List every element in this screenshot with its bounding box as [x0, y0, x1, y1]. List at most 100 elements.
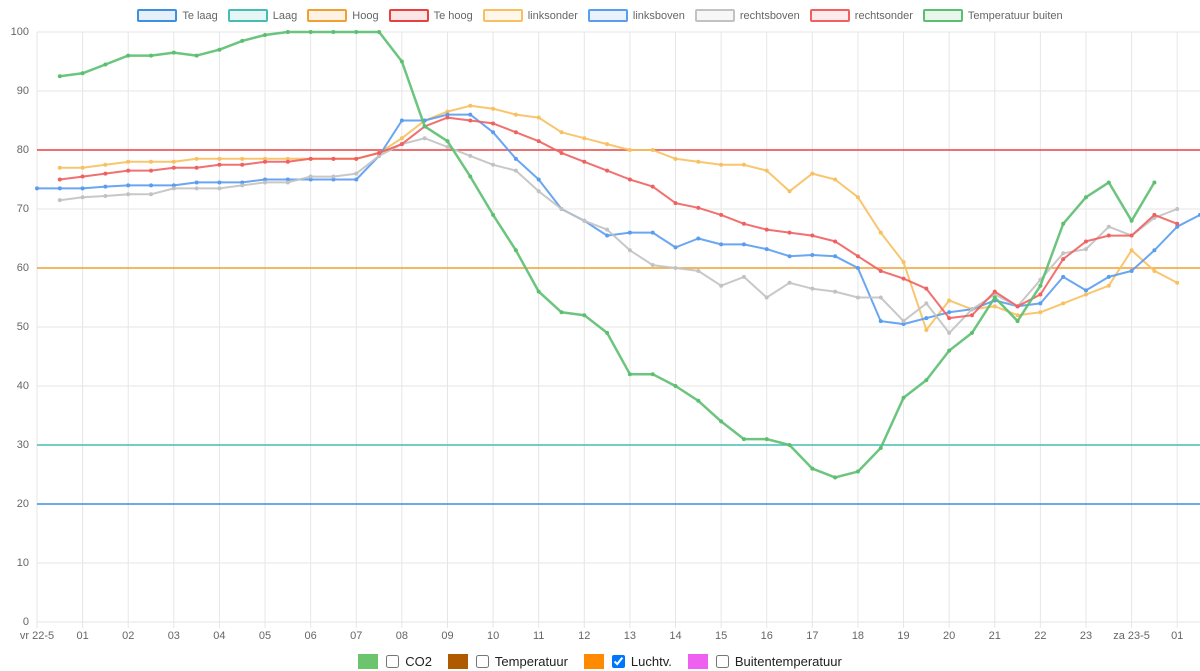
x-tick-label: 12 — [578, 630, 590, 642]
data-point — [764, 437, 769, 442]
data-point — [1106, 274, 1111, 279]
data-point — [126, 183, 131, 188]
data-point — [126, 159, 131, 164]
data-point — [924, 286, 929, 291]
dataset-toggle[interactable]: CO2 — [358, 654, 432, 669]
legend-label: Hoog — [352, 9, 379, 22]
data-point — [1106, 180, 1111, 185]
data-point — [559, 130, 564, 135]
data-point — [491, 130, 496, 135]
dataset-label: Temperatuur — [494, 654, 568, 669]
data-point — [924, 316, 929, 321]
data-point — [696, 236, 701, 241]
x-tick-label: 19 — [897, 630, 909, 642]
data-point — [217, 156, 222, 161]
data-point — [103, 184, 108, 189]
x-tick-label: 04 — [213, 630, 225, 642]
data-point — [1015, 313, 1020, 318]
data-point — [103, 62, 108, 67]
data-point — [57, 165, 62, 170]
data-point — [331, 177, 336, 182]
data-point — [924, 378, 929, 383]
y-tick-label: 100 — [11, 26, 29, 38]
data-point — [605, 142, 610, 147]
data-point — [878, 445, 883, 450]
legend-item: rechtsonder — [809, 9, 913, 22]
data-point — [924, 301, 929, 306]
data-point — [103, 171, 108, 176]
data-point — [833, 475, 838, 480]
data-point — [787, 280, 792, 285]
data-point — [719, 162, 724, 167]
legend-item: linksonder — [482, 9, 578, 22]
data-point — [878, 295, 883, 300]
legend-swatch — [388, 9, 429, 22]
data-point — [126, 168, 131, 173]
data-point — [947, 298, 952, 303]
legend-swatch — [809, 9, 850, 22]
data-point — [696, 268, 701, 273]
data-point — [285, 180, 290, 185]
data-point — [1106, 283, 1111, 288]
data-point — [810, 253, 815, 258]
data-point — [1061, 221, 1066, 226]
data-point — [1083, 239, 1088, 244]
legend-swatch — [482, 9, 523, 22]
legend-label: Laag — [272, 9, 298, 22]
legend-item: Te laag — [137, 9, 218, 22]
data-point — [1106, 233, 1111, 238]
data-point — [399, 142, 404, 147]
x-tick-label: 21 — [989, 630, 1001, 642]
data-point — [878, 230, 883, 235]
data-point — [149, 183, 154, 188]
data-point — [445, 145, 450, 150]
x-tick-label: 07 — [350, 630, 362, 642]
data-point — [263, 32, 268, 37]
y-tick-label: 10 — [17, 557, 29, 569]
data-point — [878, 268, 883, 273]
data-point — [285, 159, 290, 164]
series-line — [59, 104, 1178, 331]
data-point — [445, 139, 450, 144]
data-point — [331, 30, 336, 34]
data-point — [719, 283, 724, 288]
dataset-checkbox[interactable] — [475, 655, 489, 668]
data-point — [1175, 224, 1180, 229]
data-point — [491, 212, 496, 217]
data-point — [650, 230, 655, 235]
data-point — [992, 295, 997, 300]
data-point — [354, 30, 359, 34]
dataset-toggle[interactable]: Temperatuur — [447, 654, 568, 669]
data-point — [308, 177, 313, 182]
data-point — [764, 227, 769, 232]
legend-label: linksboven — [632, 9, 685, 22]
series-line — [59, 30, 1156, 479]
legend-item: Laag — [227, 9, 298, 22]
data-point — [1129, 218, 1134, 223]
dataset-checkbox[interactable] — [386, 655, 400, 668]
dataset-toggle[interactable]: Luchtv. — [583, 654, 672, 669]
dataset-checkbox[interactable] — [611, 655, 625, 668]
data-point — [171, 165, 176, 170]
y-tick-label: 70 — [17, 203, 29, 215]
data-point — [582, 313, 587, 318]
data-point — [513, 130, 518, 135]
data-point — [57, 198, 62, 203]
data-point — [673, 201, 678, 206]
dataset-checkbox[interactable] — [715, 655, 729, 668]
data-point — [491, 106, 496, 111]
data-point — [1129, 268, 1134, 273]
legend-label: Temperatuur buiten — [967, 9, 1063, 22]
legend-swatch — [307, 9, 348, 22]
y-tick-label: 0 — [23, 616, 29, 628]
data-point — [901, 395, 906, 400]
data-point — [331, 156, 336, 161]
data-point — [536, 139, 541, 144]
data-point — [80, 195, 85, 200]
dataset-toggle[interactable]: Buitentemperatuur — [687, 654, 842, 669]
data-point — [833, 239, 838, 244]
data-point — [149, 168, 154, 173]
data-point — [1061, 274, 1066, 279]
data-point — [1152, 212, 1157, 217]
